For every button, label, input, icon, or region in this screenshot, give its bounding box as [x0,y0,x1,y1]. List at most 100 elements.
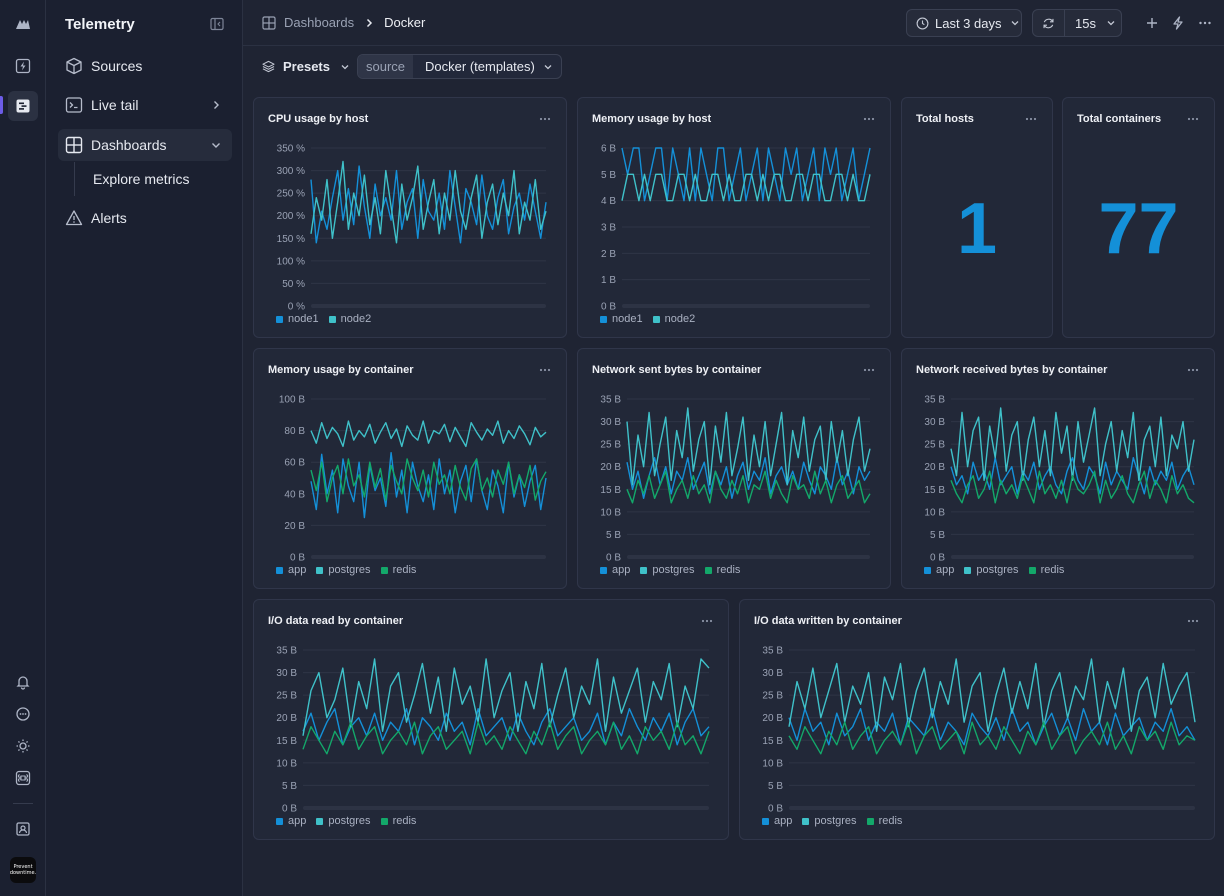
more-icon[interactable] [862,114,876,124]
legend-item[interactable]: app [762,815,792,827]
legend-item[interactable]: node1 [276,313,319,325]
legend-swatch [316,566,324,574]
more-icon[interactable] [538,114,552,124]
panel-io-read: I/O data read by container 35 B 30 B 25 B 2… [253,599,729,840]
y-tick-label: 5 B [606,530,621,541]
sun-icon[interactable] [11,734,35,758]
active-indicator [0,96,3,114]
refresh-button[interactable] [1033,10,1065,36]
chart-baseline [627,555,870,559]
sidebar-item-sources[interactable]: Sources [58,50,232,82]
series-line-redis [302,721,710,755]
y-tick-label: 30 B [762,668,783,679]
refresh-select[interactable]: 15s [1032,9,1122,37]
sidebar-item-live-tail[interactable]: Live tail [58,89,232,121]
chart-legend: node1 node2 [276,313,371,325]
series-line-app [788,707,1196,746]
command-icon[interactable] [11,766,35,790]
legend-item[interactable]: node2 [328,313,371,325]
y-tick-label: 0 B [768,804,783,815]
sidebar: Telemetry Sources Live tail Dashboards E… [46,0,243,896]
bolt-icon[interactable] [11,54,35,78]
y-tick-label: 0 B [930,553,945,564]
sidebar-item-label: Live tail [91,97,139,113]
chevron-down-icon [1107,21,1115,26]
sidebar-subitem-explore-metrics[interactable]: Explore metrics [93,171,190,187]
clock-icon [916,17,929,29]
bolt-icon[interactable] [1170,15,1186,31]
y-tick-label: 1 B [601,275,616,286]
sidebar-collapse-icon[interactable] [210,17,224,31]
series-line-postgres [302,658,710,736]
series-line-app [302,707,710,746]
legend-label: postgres [814,815,857,827]
legend-swatch [652,315,660,323]
avatar[interactable]: Prevent downtime. [10,857,36,883]
presets-button[interactable]: Presets [262,59,350,74]
y-tick-label: 300 % [277,166,305,177]
legend-item[interactable]: postgres [316,815,371,827]
legend-item[interactable]: postgres [640,564,695,576]
bell-icon[interactable] [11,670,35,694]
y-tick-label: 20 B [762,713,783,724]
contact-icon[interactable] [11,817,35,841]
y-tick-label: 10 B [924,507,945,518]
legend-item[interactable]: postgres [802,815,857,827]
more-icon[interactable] [538,365,552,375]
more-icon[interactable] [1186,114,1200,124]
sidebar-item-alerts[interactable]: Alerts [58,202,232,234]
dashboard-icon[interactable] [8,91,38,121]
more-icon[interactable] [1186,365,1200,375]
sidebar-item-dashboards[interactable]: Dashboards [58,129,232,161]
more-icon[interactable] [1186,616,1200,626]
legend-item[interactable]: postgres [316,564,371,576]
legend-item[interactable]: app [924,564,954,576]
source-filter-value: Docker (templates) [425,59,535,74]
more-icon[interactable] [862,365,876,375]
legend-item[interactable]: redis [380,815,416,827]
more-icon[interactable] [1024,114,1038,124]
chart-legend: node1 node2 [600,313,695,325]
y-tick-label: 25 B [600,440,621,451]
y-tick-label: 30 B [924,417,945,428]
legend-swatch [924,566,931,574]
cube-icon [65,57,83,75]
legend-item[interactable]: app [276,815,306,827]
y-tick-label: 35 B [276,646,297,657]
y-tick-label: 20 B [924,462,945,473]
legend-item[interactable]: redis [380,564,417,576]
chart-baseline [311,304,546,308]
legend-item[interactable]: node1 [600,313,643,325]
legend-label: app [288,815,307,827]
legend-item[interactable]: app [600,564,630,576]
logo-icon[interactable] [11,12,35,36]
y-tick-label: 2 B [601,249,616,260]
more-icon[interactable] [700,616,714,626]
chevron-right-icon [214,101,219,109]
legend-item[interactable]: node2 [652,313,695,325]
series-line-redis [626,470,871,504]
y-tick-label: 20 B [284,521,305,532]
legend-item[interactable]: redis [1028,564,1064,576]
panel-total-containers: Total containers 77 [1062,97,1215,338]
chat-icon[interactable] [11,702,35,726]
chevron-down-icon [341,64,349,69]
plus-icon[interactable] [1144,15,1160,31]
source-filter-select[interactable]: source Docker (templates) [357,54,562,79]
y-tick-label: 60 B [284,458,305,469]
legend-item[interactable]: redis [704,564,740,576]
breadcrumb-root[interactable]: Dashboards [284,15,355,30]
legend-item[interactable]: redis [866,815,902,827]
legend-label: redis [392,564,417,576]
legend-item[interactable]: app [276,564,306,576]
legend-item[interactable]: postgres [964,564,1019,576]
legend-label: postgres [328,815,371,827]
y-tick-label: 15 B [762,736,783,747]
sidebar-item-label: Dashboards [91,137,167,153]
line-chart: 35 B 30 B 25 B 20 B 15 B 10 B 5 B 0 B [924,395,1195,564]
more-icon[interactable] [1197,15,1213,31]
chart-legend: app postgres redis [276,815,416,827]
time-range-select[interactable]: Last 3 days [906,9,1022,37]
line-chart: 35 B 30 B 25 B 20 B 15 B 10 B 5 B 0 B [276,646,710,815]
panel-total-hosts: Total hosts 1 [901,97,1053,338]
